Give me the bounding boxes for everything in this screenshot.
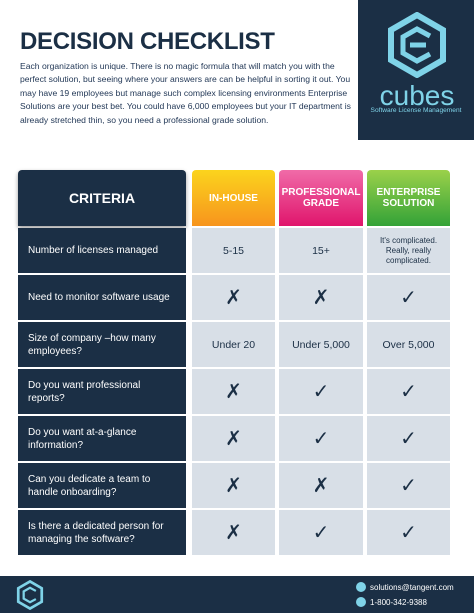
column-header: CRITERIA [18,170,186,226]
mark-cell: ✓ [367,463,450,508]
mark-cell: ✗ [192,463,275,508]
column-header: ENTERPRISE SOLUTION [367,170,450,226]
column-header: IN-HOUSE [192,170,275,226]
criteria-cell: Number of licenses managed [18,228,186,273]
mark-cell: ✓ [367,369,450,414]
mark-cell: ✓ [279,510,363,555]
value-cell: 15+ [279,228,363,273]
criteria-cell: Is there a dedicated person for managing… [18,510,186,555]
title: DECISION CHECKLIST [20,28,275,55]
criteria-cell: Need to monitor software usage [18,275,186,320]
mark-cell: ✗ [279,275,363,320]
brand-tagline: Software License Management [370,107,462,114]
mark-cell: ✗ [192,275,275,320]
criteria-cell: Size of company –how many employees? [18,322,186,367]
contact-icons [356,582,366,607]
criteria-cell: Can you dedicate a team to handle onboar… [18,463,186,508]
intro: Each organization is unique. There is no… [20,61,351,125]
value-cell: Over 5,000 [367,322,450,367]
mark-cell: ✗ [279,463,363,508]
mark-cell: ✓ [367,510,450,555]
mark-cell: ✓ [279,416,363,461]
value-cell: Under 20 [192,322,275,367]
column-header: PROFESSIONAL GRADE [279,170,363,226]
criteria-cell: Do you want at-a-glance information? [18,416,186,461]
mark-cell: ✓ [367,275,450,320]
value-cell: It's complicated. Really, really complic… [367,228,450,273]
brand-panel [358,0,474,140]
footer-logo [16,580,44,610]
mark-cell: ✗ [192,510,275,555]
mark-cell: ✓ [367,416,450,461]
value-cell: 5-15 [192,228,275,273]
mark-cell: ✗ [192,369,275,414]
footer [0,576,474,613]
footer-email: solutions@tangent.com [370,583,454,592]
mark-cell: ✗ [192,416,275,461]
criteria-cell: Do you want professional reports? [18,369,186,414]
brand-name: cubes [379,80,455,111]
logo [388,12,446,78]
footer-phone: 1-800-342-9388 [370,598,427,607]
value-cell: Under 5,000 [279,322,363,367]
mark-cell: ✓ [279,369,363,414]
